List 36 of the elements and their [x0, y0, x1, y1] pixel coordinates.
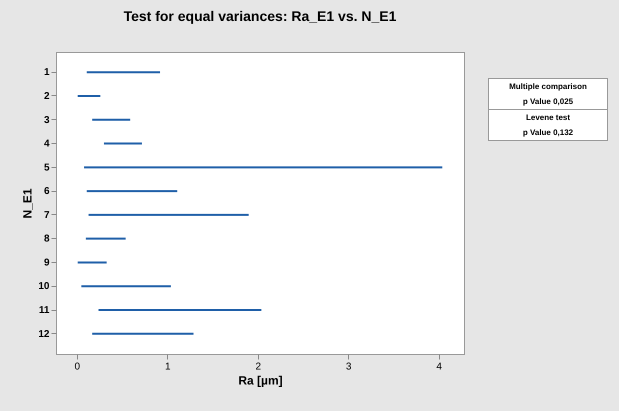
bar: [104, 142, 142, 145]
y-axis-title: N_E1: [20, 188, 34, 219]
y-tick-label: 8: [44, 234, 50, 245]
y-tick-label: 12: [38, 328, 50, 340]
x-tick-label: 2: [255, 362, 262, 372]
chart-title: Test for equal variances: Ra_E1 vs. N_E1: [124, 8, 397, 24]
bar: [92, 332, 194, 335]
bar: [81, 285, 171, 288]
y-tick-label: 11: [38, 305, 50, 316]
y-tick-label: 7: [44, 210, 50, 221]
y-tick-label: 10: [38, 281, 50, 292]
y-tick-label: 1: [44, 67, 50, 78]
x-axis-title: Ra [µm]: [238, 374, 283, 388]
bar: [78, 94, 100, 97]
y-tick-label: 2: [44, 90, 50, 102]
x-tick-label: 4: [436, 362, 442, 372]
bar: [78, 261, 107, 264]
x-tick-label: 3: [346, 362, 352, 372]
bar: [84, 166, 442, 168]
text: p Value 0,132: [522, 127, 574, 139]
y-tick-label: 9: [44, 257, 50, 268]
bar: [86, 190, 178, 192]
bar: [86, 71, 160, 74]
y-tick-label: 3: [44, 114, 50, 126]
text: Multiple comparison: [508, 81, 588, 93]
bar: [92, 118, 130, 121]
text: p Value 0,025: [522, 96, 574, 108]
x-tick-label: 0: [74, 362, 81, 372]
bar: [88, 214, 249, 216]
y-tick-label: 4: [44, 138, 50, 150]
y-tick-label: 6: [44, 186, 50, 198]
bar: [98, 309, 262, 312]
text: Levene test: [489, 109, 607, 125]
x-tick-label: 1: [164, 362, 171, 372]
bar: [86, 238, 126, 240]
y-tick-label: 5: [44, 162, 50, 174]
